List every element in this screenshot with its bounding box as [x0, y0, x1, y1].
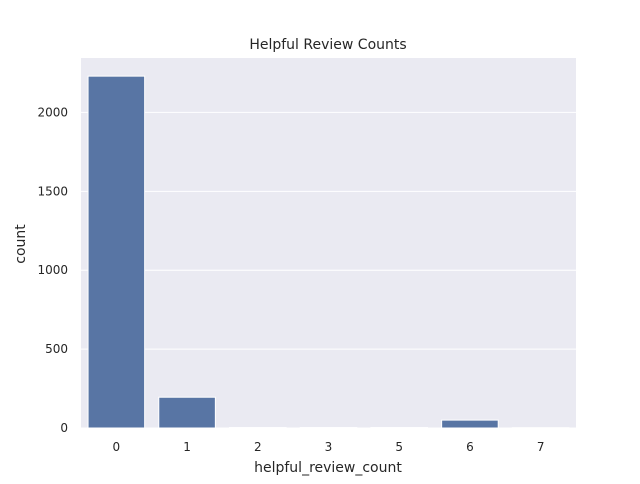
plot-area	[81, 58, 576, 428]
x-tick-label: 7	[537, 440, 545, 454]
y-tick-label: 0	[60, 421, 68, 435]
y-axis-ticks: 0 500 1000 1500 2000	[37, 105, 68, 435]
bar-0	[88, 76, 145, 428]
x-tick-label: 6	[466, 440, 474, 454]
chart-title: Helpful Review Counts	[249, 37, 406, 53]
bar-1	[159, 397, 216, 428]
x-tick-label: 3	[325, 440, 333, 454]
x-tick-label: 5	[395, 440, 403, 454]
y-tick-label: 2000	[37, 105, 68, 119]
x-axis-ticks: 0 1 2 3 5 6 7	[113, 440, 545, 454]
y-tick-label: 1000	[37, 263, 68, 277]
y-tick-label: 500	[45, 342, 68, 356]
x-tick-label: 1	[183, 440, 191, 454]
x-tick-label: 2	[254, 440, 262, 454]
x-tick-label: 0	[113, 440, 121, 454]
x-axis-label: helpful_review_count	[254, 460, 402, 476]
y-tick-label: 1500	[37, 184, 68, 198]
y-axis-label: count	[13, 224, 29, 264]
bar-6	[442, 420, 499, 428]
